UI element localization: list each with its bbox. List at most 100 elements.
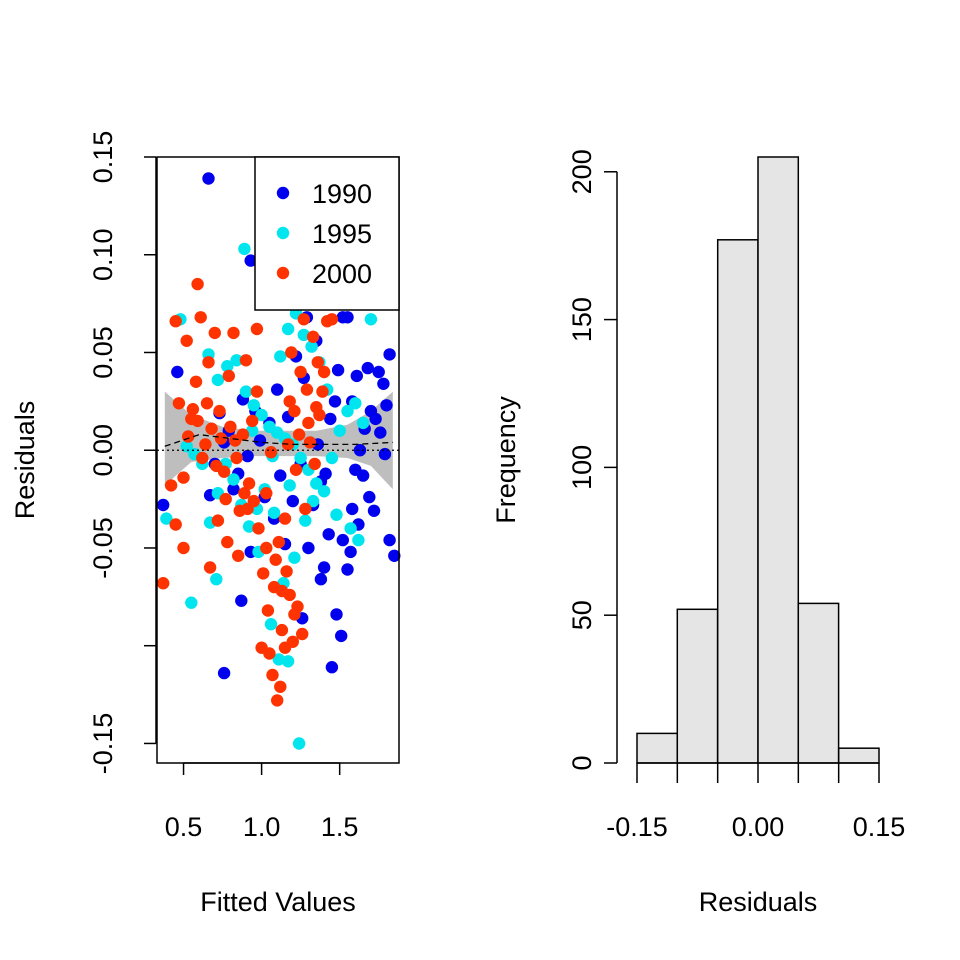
- point-1990-27: [367, 504, 381, 517]
- point-2000-41: [303, 436, 317, 449]
- scatter-panel: 0.5 1.0 1.5 -0.15 -0.05 0.00 0.05 0.10 0.15 Fit…: [10, 131, 401, 917]
- point-2000-42: [299, 502, 312, 516]
- histogram-bar-2: [716, 239, 759, 764]
- point-2000-89: [202, 356, 215, 369]
- point-1995-2: [185, 596, 198, 609]
- scatter-points: [157, 172, 401, 750]
- histogram-y-tick-label: 100: [567, 445, 597, 490]
- point-2000-33: [306, 330, 320, 343]
- point-2000-84: [250, 385, 264, 398]
- point-2000-57: [228, 434, 242, 447]
- point-2000-44: [289, 463, 303, 476]
- point-2000-46: [280, 565, 293, 578]
- point-2000-56: [233, 504, 246, 517]
- point-2000-4: [169, 518, 182, 531]
- point-2000-72: [283, 588, 296, 602]
- point-1995-9: [211, 373, 225, 387]
- point-2000-45: [285, 346, 298, 359]
- point-1990-70: [380, 399, 393, 412]
- point-1990-7: [330, 608, 343, 621]
- point-1995-5: [281, 655, 295, 668]
- scatter-y-tick-label: -0.15: [88, 713, 118, 775]
- point-1995-13: [247, 399, 260, 412]
- scatter-y-tick-label: 0.05: [88, 326, 118, 379]
- point-1995-22: [317, 485, 331, 498]
- point-2000-5: [177, 541, 190, 555]
- histogram-bar-4: [797, 602, 840, 764]
- point-2000-55: [238, 487, 251, 500]
- point-1995-57: [267, 506, 281, 519]
- legend-label-1990: 1990: [312, 179, 372, 209]
- point-2000-1: [157, 577, 170, 590]
- point-1995-7: [264, 618, 278, 631]
- point-2000-50: [261, 604, 275, 617]
- point-1995-53: [288, 551, 301, 564]
- point-1995-54: [299, 514, 312, 527]
- point-1995-55: [306, 494, 320, 508]
- histogram-y-tick-label: 150: [567, 297, 597, 342]
- point-2000-26: [274, 680, 287, 693]
- point-2000-0: [191, 277, 204, 291]
- point-2000-28: [283, 395, 296, 408]
- point-2000-86: [230, 451, 243, 465]
- point-2000-49: [266, 668, 279, 682]
- point-2000-35: [316, 385, 329, 398]
- point-1995-30: [344, 522, 357, 535]
- point-1990-0: [202, 172, 215, 185]
- point-1995-38: [274, 350, 287, 363]
- point-2000-40: [308, 457, 321, 471]
- point-1995-1: [160, 512, 173, 525]
- point-2000-2: [169, 315, 182, 328]
- confidence-band-area: [164, 391, 393, 490]
- histogram-bars: [636, 156, 880, 764]
- point-2000-6: [180, 334, 193, 347]
- point-2000-32: [302, 416, 315, 430]
- point-1995-21: [310, 477, 323, 490]
- point-2000-81: [288, 404, 301, 418]
- point-2000-48: [271, 694, 284, 707]
- confidence-band: [164, 391, 393, 490]
- scatter-x-tick-label: 1.5: [321, 812, 359, 842]
- point-2000-64: [196, 451, 209, 465]
- point-1990-6: [325, 661, 339, 674]
- point-2000-62: [205, 422, 218, 435]
- point-2000-61: [210, 459, 223, 473]
- point-1990-69: [363, 490, 376, 504]
- point-2000-83: [310, 401, 323, 414]
- point-1995-59: [246, 424, 259, 437]
- histogram-y-axis: 0 50 100 150 200: [567, 149, 618, 771]
- point-2000-52: [252, 522, 265, 535]
- point-1990-20: [374, 426, 387, 439]
- point-2000-11: [203, 561, 217, 574]
- point-2000-43: [294, 365, 307, 379]
- histogram-bar-3: [757, 156, 800, 764]
- point-2000-63: [200, 397, 214, 410]
- point-1990-24: [383, 533, 396, 547]
- scatter-y-axis-title: Residuals: [10, 401, 40, 520]
- scatter-y-tick-label: -0.05: [88, 517, 118, 579]
- point-2000-87: [221, 535, 234, 549]
- scatter-y-tick-label: 0.15: [88, 131, 118, 184]
- point-1995-35: [297, 328, 310, 342]
- point-2000-76: [278, 641, 292, 654]
- point-1995-50: [180, 440, 193, 453]
- reference-lines: [157, 433, 399, 451]
- histogram-x-axis: -0.15 0.00 0.15: [606, 762, 905, 842]
- histogram-bar-1: [676, 608, 719, 764]
- point-2000-20: [246, 414, 259, 428]
- point-1990-11: [322, 528, 335, 541]
- point-1995-37: [281, 322, 295, 336]
- point-2000-51: [257, 567, 270, 580]
- point-1990-19: [369, 412, 382, 426]
- histogram-x-tick-label: 0.00: [732, 812, 785, 842]
- point-1995-31: [330, 508, 343, 521]
- point-2000-30: [292, 428, 306, 441]
- point-1990-10: [314, 573, 328, 586]
- scatter-x-axis-title: Fitted Values: [200, 887, 356, 917]
- point-2000-34: [311, 356, 324, 369]
- scatter-y-tick-label: 0.00: [88, 424, 118, 477]
- point-2000-10: [199, 438, 212, 451]
- histogram-y-tick-label: 200: [567, 149, 597, 194]
- point-1990-23: [388, 549, 401, 562]
